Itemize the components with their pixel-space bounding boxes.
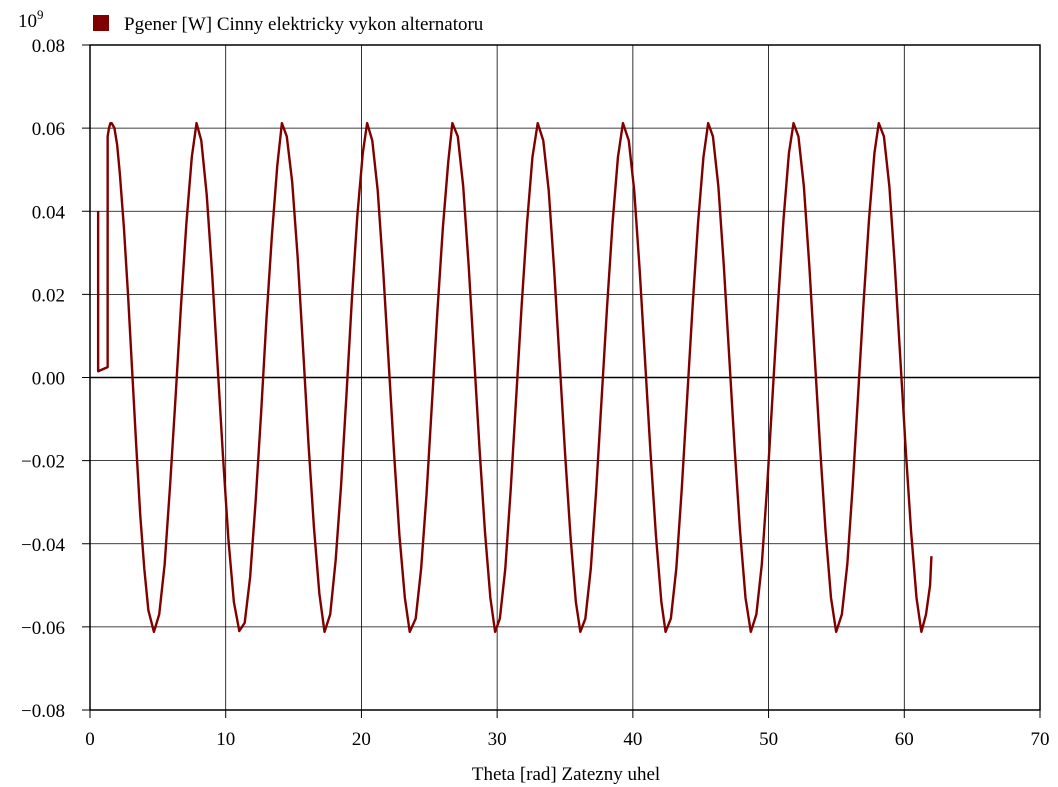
series-layer <box>96 121 933 634</box>
x-tick-label: 50 <box>759 729 778 750</box>
x-tick-label: 30 <box>488 729 507 750</box>
x-axis-title: Theta [rad] Zatezny uhel <box>472 764 660 785</box>
x-tick-label: 60 <box>895 729 914 750</box>
legend-swatch <box>93 15 109 31</box>
x-tick-label: 20 <box>352 729 371 750</box>
plot-frame <box>89 44 1041 711</box>
y-tick-label: 0.08 <box>32 36 65 57</box>
x-tick-label: 70 <box>1031 729 1050 750</box>
y-tick-label: 0.06 <box>32 119 65 140</box>
y-multiplier-base: 10 <box>18 11 37 32</box>
y-tick-label: −0.04 <box>21 535 65 556</box>
y-tick-label: 0.04 <box>32 202 66 223</box>
y-multiplier-exponent: 9 <box>37 7 44 22</box>
y-tick-label: −0.06 <box>21 618 65 639</box>
legend: Pgener [W] Cinny elektricky vykon altern… <box>93 14 484 35</box>
y-multiplier: 109 <box>18 7 44 32</box>
y-tick-label: −0.02 <box>21 452 65 473</box>
x-tick-label: 10 <box>216 729 235 750</box>
x-tick-label: 0 <box>85 729 95 750</box>
series-line <box>96 121 933 634</box>
axes <box>82 44 1041 718</box>
y-tick-label: 0.02 <box>32 285 65 306</box>
tick-labels: 0 10 20 30 40 50 60 70 −0.08 −0.06 −0.04 −0.02 0.00 0… <box>21 36 1049 750</box>
x-tick-label: 40 <box>623 729 642 750</box>
y-tick-label: 0.00 <box>32 369 65 390</box>
svg-text:109: 109 <box>18 7 44 32</box>
y-tick-label: −0.08 <box>21 701 65 722</box>
grid <box>90 45 1040 710</box>
legend-label: Pgener [W] Cinny elektricky vykon altern… <box>124 14 484 35</box>
